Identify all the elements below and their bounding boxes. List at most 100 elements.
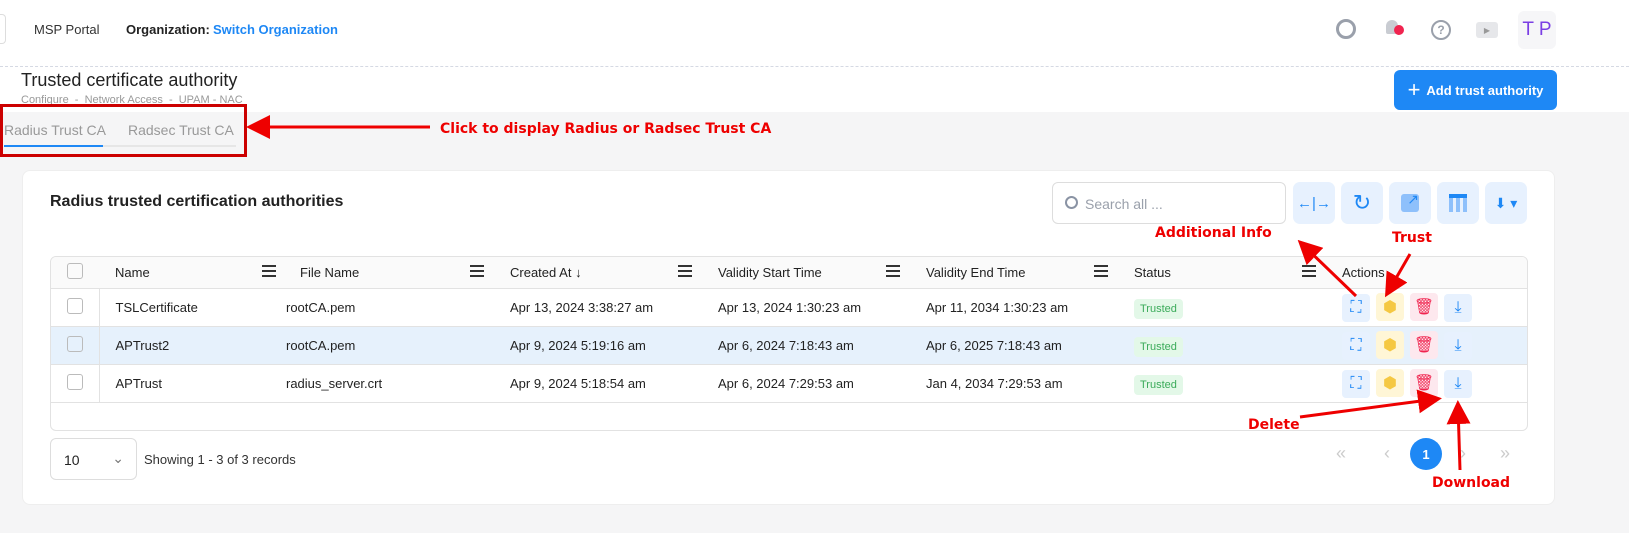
col-created-at[interactable]: Created At	[510, 264, 572, 280]
annotation-download: Download	[1432, 475, 1511, 491]
org-label: Organization:	[126, 22, 210, 37]
video-icon[interactable]: ▶	[1476, 22, 1498, 38]
status-badge: Trusted	[1134, 374, 1183, 395]
chevron-down-icon: ⌄	[112, 450, 124, 466]
additional-info-button[interactable]: ⛶	[1342, 369, 1370, 398]
cell-created-at: Apr 13, 2024 3:38:27 am	[492, 288, 700, 327]
page-title: Trusted certificate authority	[21, 70, 238, 90]
column-menu-icon[interactable]	[886, 265, 900, 277]
table-row[interactable]: APTrust radius_server.crt Apr 9, 2024 5:…	[51, 364, 1527, 403]
export-button[interactable]: ↗	[1389, 182, 1431, 224]
search-icon	[1065, 196, 1078, 209]
col-status[interactable]: Status	[1134, 264, 1171, 280]
tab-radius-trust-ca[interactable]: Radius Trust CA	[4, 122, 106, 138]
column-menu-icon[interactable]	[1302, 265, 1316, 277]
cell-name: APTrust	[99, 364, 284, 403]
annotation-delete: Delete	[1248, 417, 1300, 433]
page-1-button[interactable]: 1	[1410, 438, 1442, 470]
trust-button[interactable]: ⬢	[1376, 368, 1404, 397]
cell-validity-end: Apr 11, 2034 1:30:23 am	[908, 288, 1116, 327]
expand-columns-button[interactable]: ←|→	[1293, 182, 1335, 224]
download-button[interactable]: ⤓	[1444, 369, 1472, 398]
tab-radsec-trust-ca[interactable]: Radsec Trust CA	[128, 122, 234, 138]
col-file-name[interactable]: File Name	[300, 264, 360, 280]
search-placeholder: Search all ...	[1085, 196, 1163, 212]
column-menu-icon[interactable]	[470, 265, 484, 277]
ca-table: Name File Name Created At ↓ Validity Sta…	[50, 256, 1528, 431]
breadcrumb: Configure - Network Access - UPAM - NAC	[21, 94, 243, 106]
sidebar-toggle[interactable]	[0, 14, 6, 44]
arrow-download	[1446, 400, 1471, 471]
cell-validity-end: Apr 6, 2025 7:18:43 am	[908, 326, 1116, 365]
search-input[interactable]: Search all ...	[1052, 182, 1286, 224]
avatar[interactable]: T P	[1518, 11, 1556, 49]
additional-info-button[interactable]: ⛶	[1342, 293, 1370, 322]
cell-file-name: rootCA.pem	[284, 326, 492, 365]
delete-button[interactable]: 🗑	[1410, 292, 1438, 321]
records-summary: Showing 1 - 3 of 3 records	[144, 452, 296, 467]
column-menu-icon[interactable]	[262, 265, 276, 277]
notification-dot	[1394, 25, 1404, 35]
add-button-label: Add trust authority	[1426, 82, 1544, 98]
cell-created-at: Apr 9, 2024 5:19:16 am	[492, 326, 700, 365]
delete-button[interactable]: 🗑	[1410, 368, 1438, 397]
help-icon[interactable]: ?	[1431, 20, 1451, 40]
cell-validity-start: Apr 6, 2024 7:18:43 am	[700, 326, 908, 365]
row-checkbox[interactable]	[67, 373, 83, 390]
next-page-icon[interactable]: ›	[1460, 443, 1466, 463]
trust-button[interactable]: ⬢	[1376, 330, 1404, 359]
external-link-icon: ↗	[1401, 192, 1419, 212]
cell-name: TSLCertificate	[99, 288, 284, 327]
col-actions: Actions	[1342, 264, 1385, 280]
cell-file-name: rootCA.pem	[284, 288, 492, 327]
cell-validity-end: Jan 4, 2034 7:29:53 am	[908, 364, 1116, 403]
sort-desc-icon[interactable]: ↓	[575, 264, 582, 280]
row-checkbox[interactable]	[67, 297, 83, 314]
select-all-checkbox[interactable]	[67, 262, 83, 279]
app-name: MSP Portal	[34, 22, 100, 37]
plus-icon: +	[1407, 77, 1421, 102]
page-size-value: 10	[64, 452, 80, 468]
cell-file-name: radius_server.crt	[284, 364, 492, 403]
status-badge: Trusted	[1134, 336, 1183, 357]
download-button[interactable]: ⤓	[1444, 293, 1472, 322]
additional-info-button[interactable]: ⛶	[1342, 331, 1370, 360]
cell-name: APTrust2	[99, 326, 284, 365]
row-checkbox[interactable]	[67, 335, 83, 352]
last-page-icon[interactable]: »	[1500, 443, 1511, 463]
card-title: Radius trusted certification authorities	[50, 193, 344, 210]
arrow-delete	[1299, 389, 1442, 419]
arrow-info	[1297, 239, 1358, 298]
annotation-tabs: Click to display Radius or Radsec Trust …	[440, 121, 772, 137]
search-icon[interactable]	[1336, 19, 1356, 39]
column-menu-icon[interactable]	[1094, 265, 1108, 277]
add-trust-authority-button[interactable]: + Add trust authority	[1394, 70, 1557, 110]
annotation-box	[0, 104, 247, 157]
delete-button[interactable]: 🗑	[1410, 330, 1438, 359]
download-button[interactable]: ⤓	[1444, 331, 1472, 360]
cell-created-at: Apr 9, 2024 5:18:54 am	[492, 364, 700, 403]
col-validity-end[interactable]: Validity End Time	[926, 264, 1026, 280]
columns-icon	[1449, 194, 1467, 212]
switch-organization-link[interactable]: Switch Organization	[213, 22, 338, 37]
columns-button[interactable]	[1437, 182, 1479, 224]
cell-validity-start: Apr 6, 2024 7:29:53 am	[700, 364, 908, 403]
table-row[interactable]: TSLCertificate rootCA.pem Apr 13, 2024 3…	[51, 288, 1527, 327]
refresh-button[interactable]: ↻	[1341, 182, 1383, 224]
table-row[interactable]: APTrust2 rootCA.pem Apr 9, 2024 5:19:16 …	[51, 326, 1527, 365]
page-size-select[interactable]: 10 ⌄	[50, 438, 137, 480]
annotation-additional-info: Additional Info	[1155, 225, 1272, 241]
col-name[interactable]: Name	[115, 264, 150, 280]
prev-page-icon[interactable]: ‹	[1384, 443, 1390, 463]
tab-track	[4, 145, 236, 147]
tab-active-indicator	[4, 145, 103, 147]
download-menu-button[interactable]: ⬇ ▾	[1485, 182, 1527, 224]
col-validity-start[interactable]: Validity Start Time	[718, 264, 822, 280]
status-badge: Trusted	[1134, 298, 1183, 319]
column-menu-icon[interactable]	[678, 265, 692, 277]
arrow-trust	[1384, 253, 1412, 298]
first-page-icon[interactable]: «	[1336, 443, 1347, 463]
top-bar	[0, 0, 1629, 112]
divider	[0, 66, 1629, 67]
